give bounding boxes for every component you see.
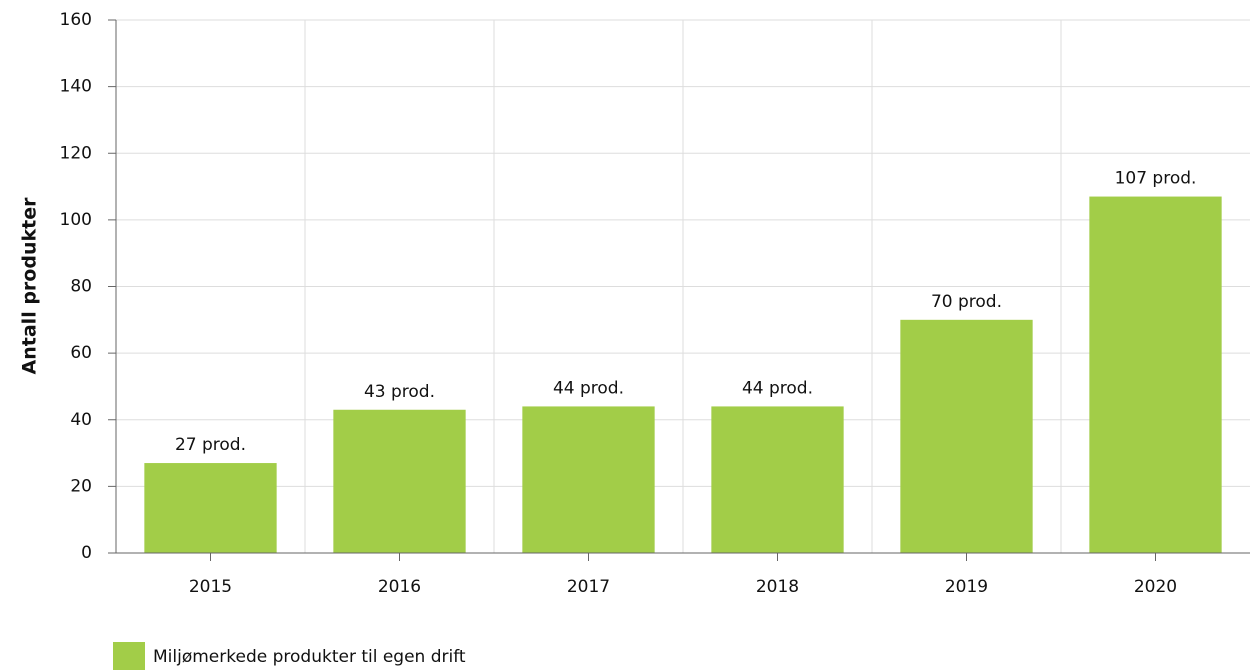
y-tick-label: 100: [60, 210, 92, 230]
x-tick-label: 2017: [567, 577, 610, 597]
x-tick-label: 2015: [189, 577, 232, 597]
y-tick-label: 40: [70, 410, 92, 430]
y-tick-label: 140: [60, 77, 92, 97]
y-tick-label: 60: [70, 343, 92, 363]
value-label: 43 prod.: [364, 382, 435, 402]
y-tick-label: 20: [70, 476, 92, 496]
x-tick-label: 2016: [378, 577, 421, 597]
y-tick-label: 80: [70, 277, 92, 297]
bar: [333, 409, 466, 553]
legend-label: Miljømerkede produkter til egen drift: [153, 647, 466, 667]
y-tick-label: 0: [81, 543, 92, 563]
y-axis-label: Antall produkter: [19, 197, 41, 375]
bar: [1089, 196, 1222, 553]
x-tick-label: 2020: [1134, 577, 1177, 597]
value-label: 44 prod.: [553, 378, 624, 398]
value-label: 44 prod.: [742, 378, 813, 398]
value-label: 107 prod.: [1115, 169, 1197, 189]
x-tick-label: 2018: [756, 577, 799, 597]
value-label: 70 prod.: [931, 292, 1002, 312]
value-label: 27 prod.: [175, 435, 246, 455]
bar: [711, 406, 844, 553]
x-tick-label: 2019: [945, 577, 988, 597]
bar: [522, 406, 655, 553]
y-tick-label: 120: [60, 143, 92, 163]
y-tick-label: 160: [60, 10, 92, 30]
bar: [144, 463, 277, 553]
legend-swatch: [113, 642, 145, 670]
bar: [900, 319, 1033, 553]
